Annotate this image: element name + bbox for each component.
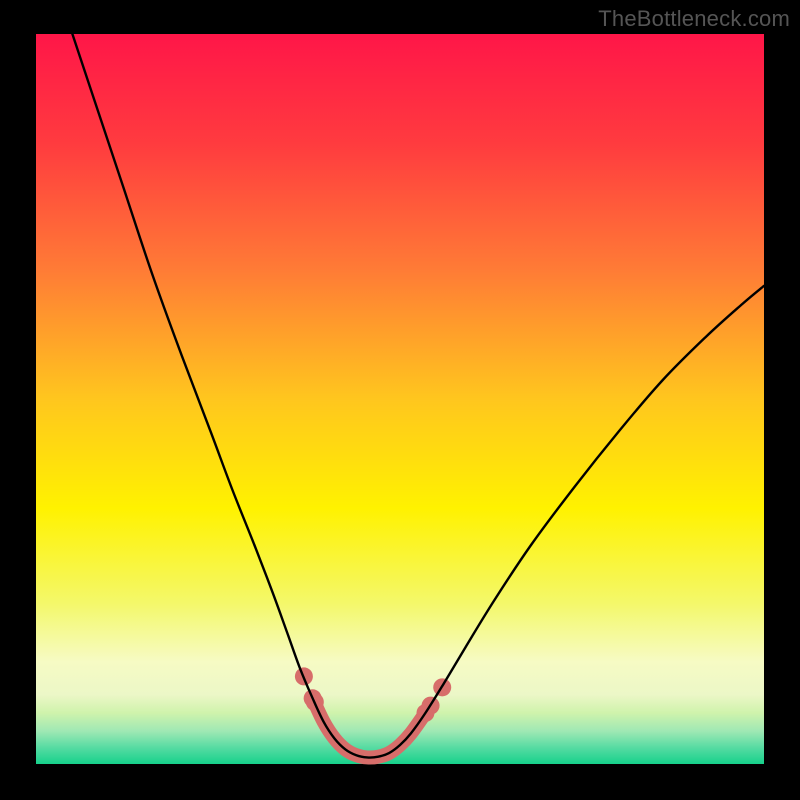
chart-container: TheBottleneck.com (0, 0, 800, 800)
watermark-text: TheBottleneck.com (598, 6, 790, 32)
plot-background (36, 34, 764, 764)
bottleneck-curve-chart (0, 0, 800, 800)
